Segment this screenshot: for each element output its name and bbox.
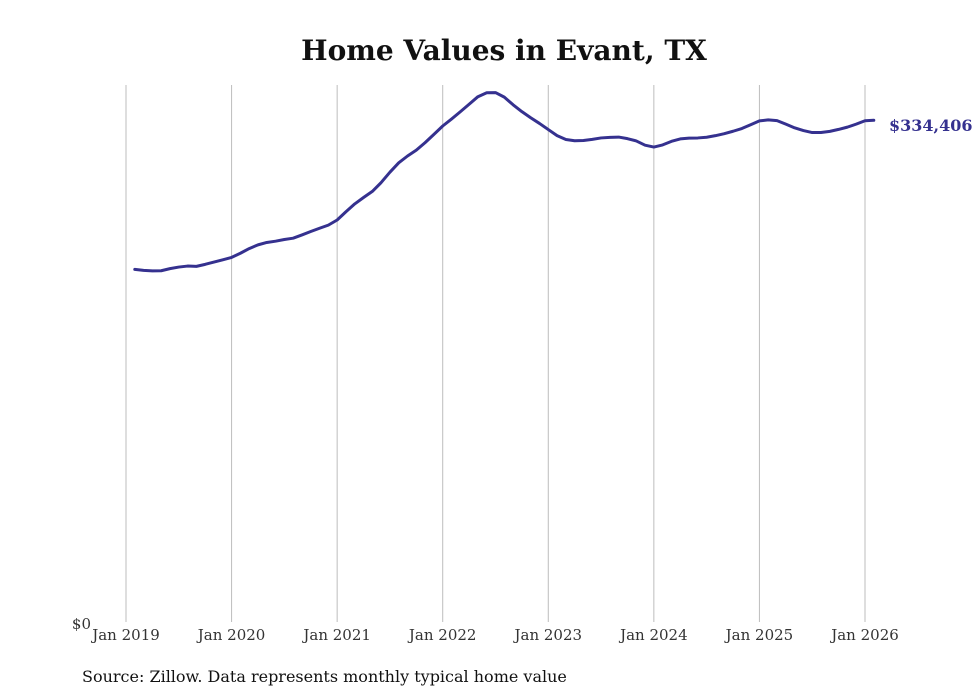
- x-axis-tick-labels: Jan 2019 Jan 2020 Jan 2021 Jan 2022 Jan 2023…: [90, 626, 899, 644]
- x-tick-label: Jan 2022: [407, 626, 477, 644]
- latest-value-label: $334,406: [889, 116, 973, 135]
- x-tick-label: Jan 2021: [301, 626, 371, 644]
- chart-title: Home Values in Evant, TX: [301, 34, 707, 67]
- x-tick-label: Jan 2023: [513, 626, 583, 644]
- vertical-gridlines: [125, 85, 866, 622]
- home-value-line: [133, 91, 876, 273]
- source-note: Source: Zillow. Data represents monthly …: [82, 667, 567, 686]
- x-tick-label: Jan 2025: [724, 626, 794, 644]
- y-axis-zero-label: $0: [72, 615, 91, 633]
- x-tick-label: Jan 2020: [196, 626, 266, 644]
- x-tick-label: Jan 2024: [618, 626, 688, 644]
- x-tick-label: Jan 2026: [829, 626, 899, 644]
- x-tick-label: Jan 2019: [90, 626, 160, 644]
